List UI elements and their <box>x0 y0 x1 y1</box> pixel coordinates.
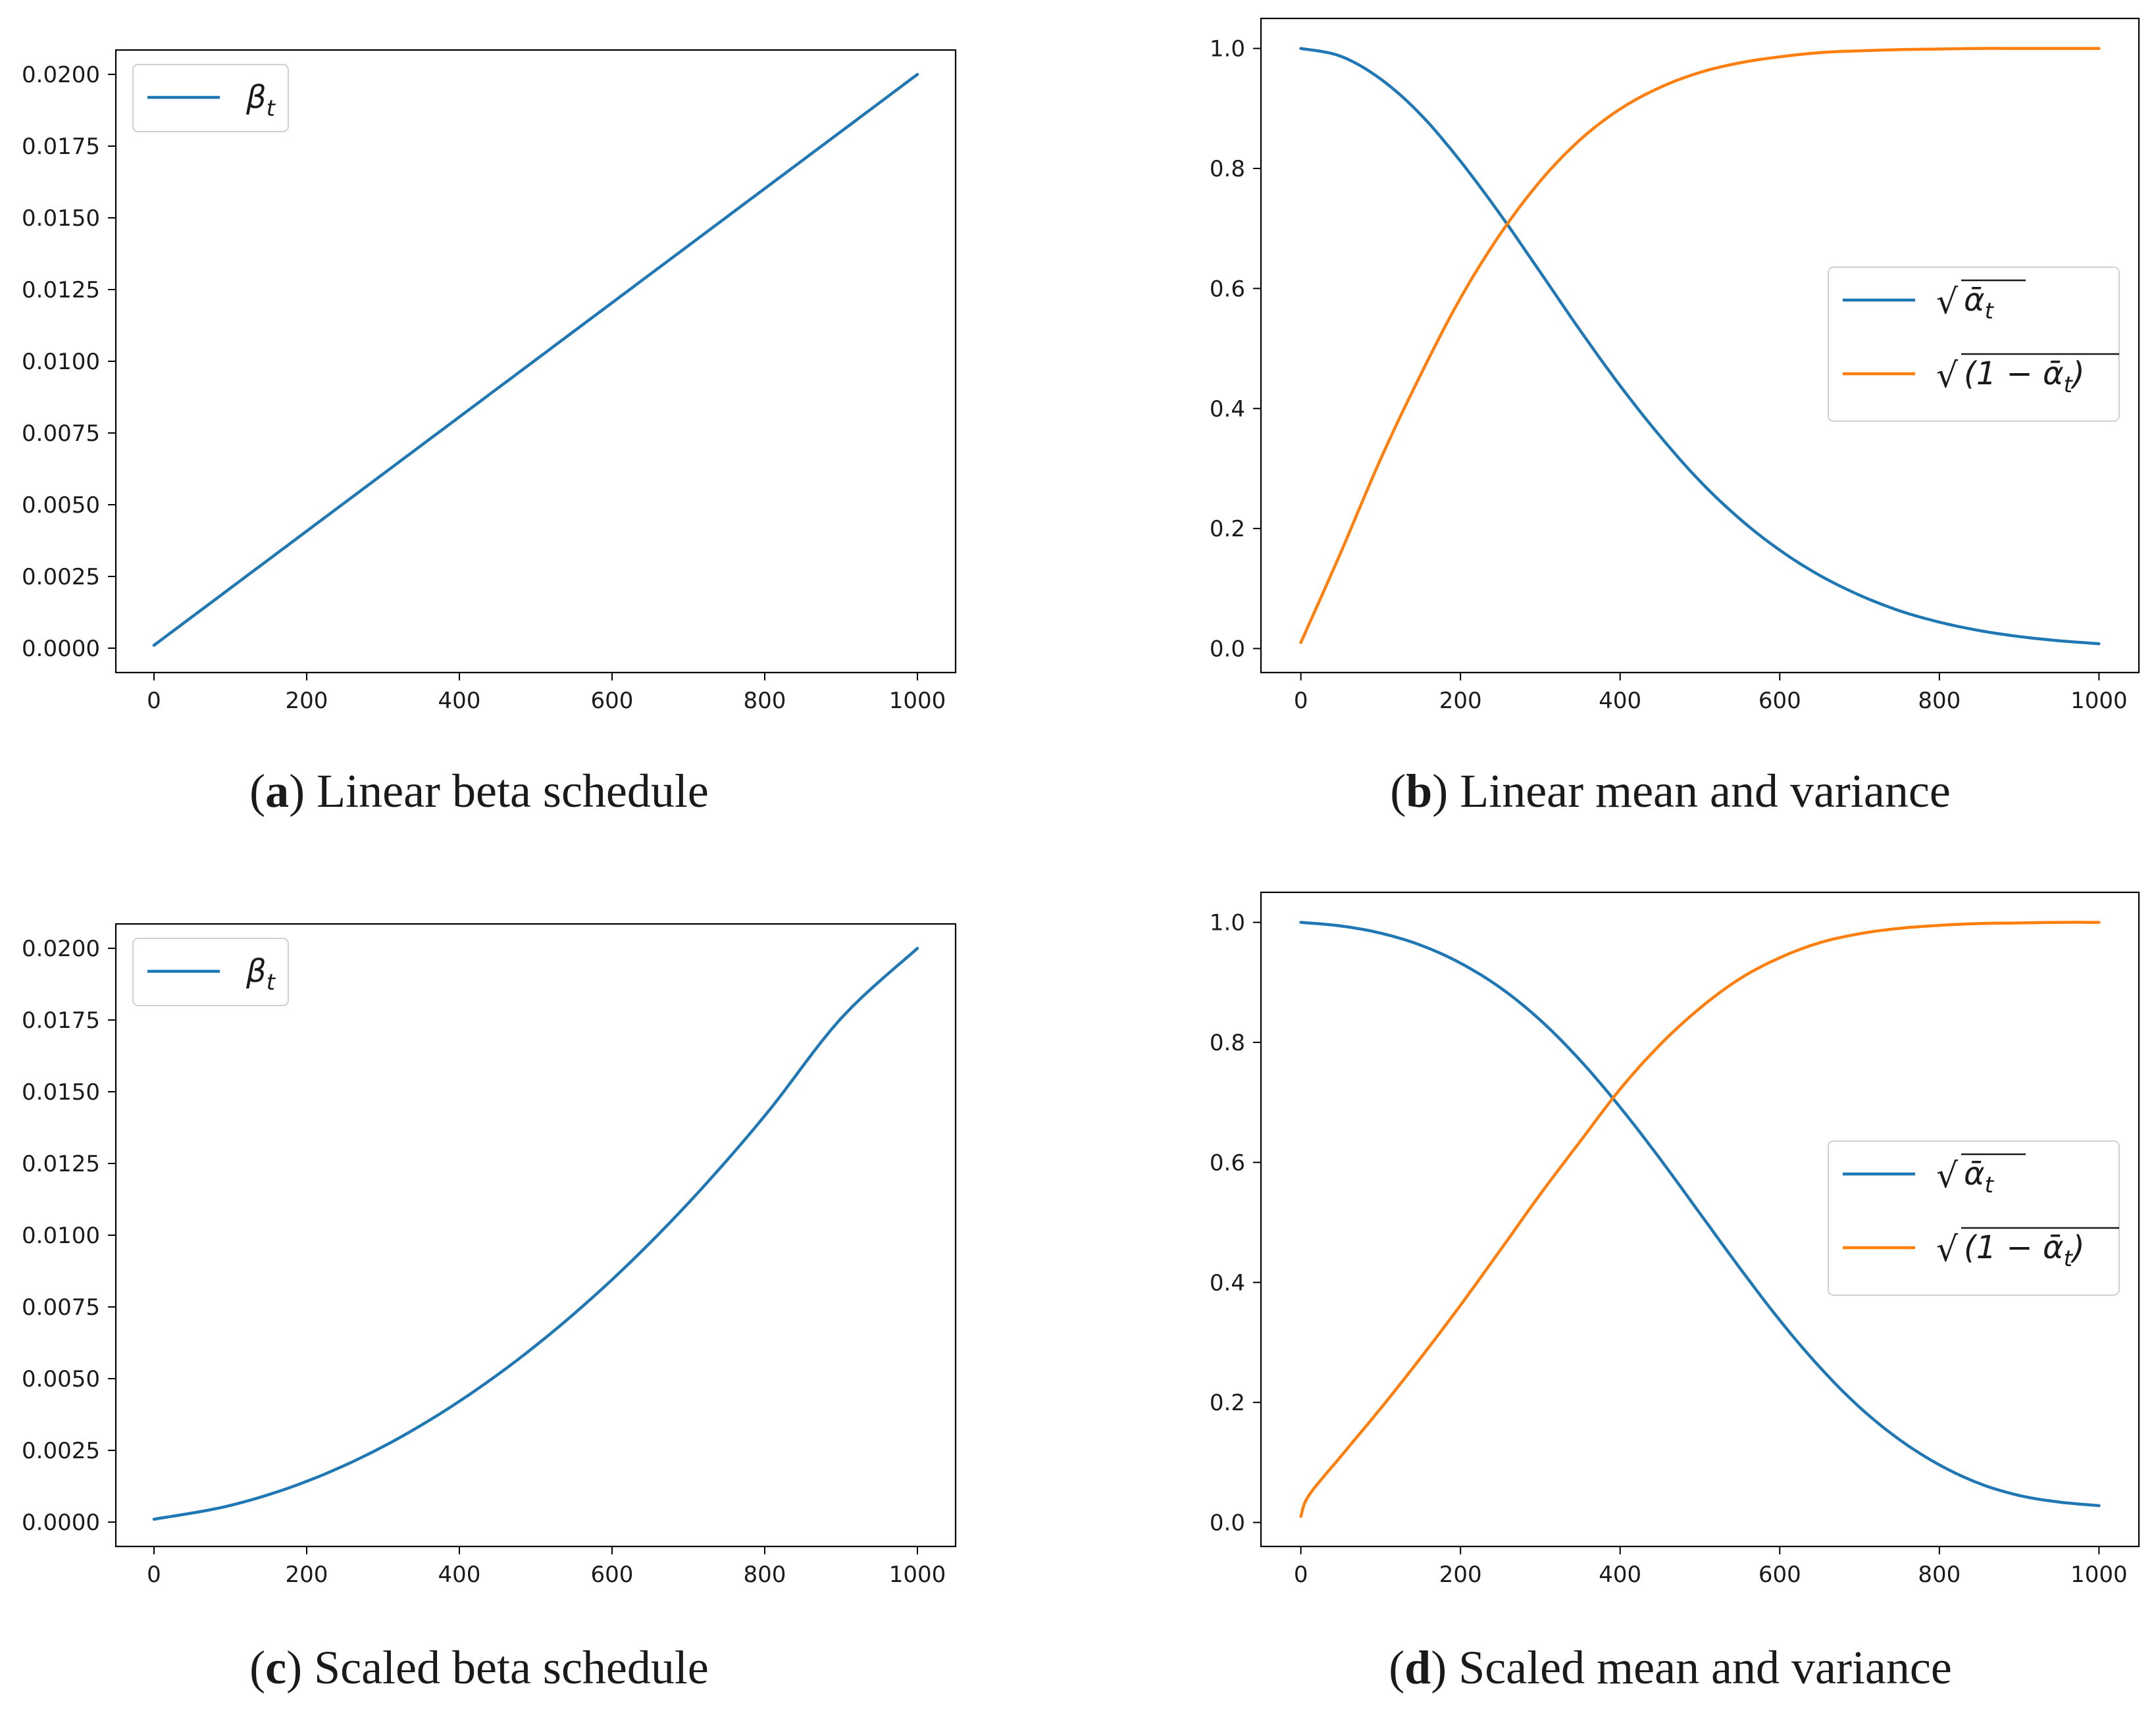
chart-panel-a: 0 200 400 600 800 1000 0.0000 0.0025 0.0050 0.007… <box>22 49 957 817</box>
x-tick-label: 1000 <box>889 688 946 714</box>
x-tick-label: 400 <box>438 688 481 714</box>
series-line-c-0 <box>152 946 919 1521</box>
x-tick-label: 400 <box>1599 1562 1641 1588</box>
y-tick-label: 0.0200 <box>22 936 100 962</box>
x-tick-label: 200 <box>286 688 328 714</box>
legend-label-0: ᾱt <box>1964 1156 1995 1198</box>
chart-panel-c: 0 200 400 600 800 1000 0.0000 0.0025 0.0050 0.007… <box>22 923 957 1694</box>
x-tick-label: 0 <box>147 688 161 714</box>
y-tick-label: 0.4 <box>1210 1270 1245 1296</box>
series-line-a-0 <box>152 72 919 647</box>
y-tick-label: 0.0150 <box>22 205 100 232</box>
y-tick-label: 0.0075 <box>22 421 100 447</box>
legend-label-0: βt <box>245 953 276 996</box>
legend-label-0: ᾱt <box>1964 282 1995 324</box>
y-tick-label: 0.0000 <box>22 636 100 662</box>
y-tick-label: 0.0 <box>1210 1510 1245 1537</box>
y-tick-label: 0.0200 <box>22 62 100 88</box>
y-tick-label: 0.0100 <box>22 349 100 375</box>
y-tick-label: 0.6 <box>1210 1150 1245 1176</box>
legend-box <box>1828 1140 2120 1296</box>
legend-label-0: βt <box>245 79 276 122</box>
x-tick-label: 800 <box>744 688 786 714</box>
x-tick-label: 400 <box>1599 688 1641 714</box>
y-tick-label: 0.6 <box>1210 276 1245 302</box>
x-tick-label: 200 <box>286 1562 328 1588</box>
series-line-d-0 <box>1299 921 2101 1508</box>
x-tick-label: 400 <box>438 1562 481 1588</box>
y-tick-label: 0.8 <box>1210 156 1245 182</box>
x-tick-label: 800 <box>744 1562 786 1588</box>
y-tick-label: 0.0100 <box>22 1223 100 1249</box>
x-tick-label: 0 <box>1294 1562 1308 1588</box>
x-tick-label: 0 <box>1294 688 1308 714</box>
x-tick-label: 1000 <box>889 1562 946 1588</box>
series-line-b-1 <box>1299 47 2101 644</box>
sqrt-symbol: √ <box>1936 356 1959 395</box>
x-tick-label: 200 <box>1439 1562 1482 1588</box>
x-tick-label: 200 <box>1439 688 1482 714</box>
y-tick-label: 1.0 <box>1210 36 1245 63</box>
x-tick-label: 0 <box>147 1562 161 1588</box>
axes-frame <box>115 923 957 1548</box>
y-tick-label: 0.0025 <box>22 1438 100 1464</box>
y-tick-label: 1.0 <box>1210 910 1245 936</box>
y-tick-label: 0.0175 <box>22 1008 100 1034</box>
legend-label-1: (1 − ᾱt) <box>1964 1229 2085 1272</box>
y-tick-label: 0.0150 <box>22 1079 100 1106</box>
legend: √ ᾱt√ (1 − ᾱt) <box>1828 267 2120 422</box>
x-tick-label: 1000 <box>2070 1562 2128 1588</box>
y-tick-label: 0.8 <box>1210 1030 1245 1056</box>
axes-frame <box>1260 891 2140 1548</box>
x-tick-label: 600 <box>591 688 634 714</box>
y-tick-label: 0.0175 <box>22 134 100 160</box>
caption-b: (b) Linear mean and variance <box>1390 765 1951 817</box>
y-tick-label: 0.0 <box>1210 636 1245 663</box>
y-tick-label: 0.0125 <box>22 277 100 303</box>
sqrt-symbol: √ <box>1936 1156 1959 1196</box>
y-tick-label: 0.2 <box>1210 1390 1245 1416</box>
y-tick-label: 0.0125 <box>22 1151 100 1177</box>
legend-label-1: (1 − ᾱt) <box>1964 355 2085 398</box>
caption-c: (c) Scaled beta schedule <box>249 1641 709 1694</box>
x-tick-label: 600 <box>1758 688 1801 714</box>
x-tick-label: 600 <box>1758 1562 1801 1588</box>
y-tick-label: 0.0050 <box>22 492 100 519</box>
sqrt-symbol: √ <box>1936 282 1959 322</box>
x-tick-label: 800 <box>1918 1562 1961 1588</box>
legend-box <box>1828 267 2120 422</box>
x-tick-label: 600 <box>591 1562 634 1588</box>
series-line-b-0 <box>1299 47 2101 646</box>
caption-d: (d) Scaled mean and variance <box>1389 1641 1952 1694</box>
x-tick-label: 800 <box>1918 688 1961 714</box>
caption-a: (a) Linear beta schedule <box>249 765 709 817</box>
axes-frame <box>1260 17 2140 674</box>
y-tick-label: 0.0050 <box>22 1366 100 1392</box>
sqrt-symbol: √ <box>1936 1230 1959 1269</box>
x-tick-label: 1000 <box>2070 688 2128 714</box>
y-tick-label: 0.0025 <box>22 564 100 590</box>
legend: √ ᾱt√ (1 − ᾱt) <box>1828 1140 2120 1296</box>
y-tick-label: 0.2 <box>1210 516 1245 542</box>
legend: βt <box>132 64 289 132</box>
series-line-d-1 <box>1299 921 2101 1518</box>
legend: βt <box>132 938 289 1006</box>
y-tick-label: 0.0000 <box>22 1510 100 1536</box>
y-tick-label: 0.0075 <box>22 1294 100 1321</box>
y-tick-label: 0.4 <box>1210 396 1245 422</box>
